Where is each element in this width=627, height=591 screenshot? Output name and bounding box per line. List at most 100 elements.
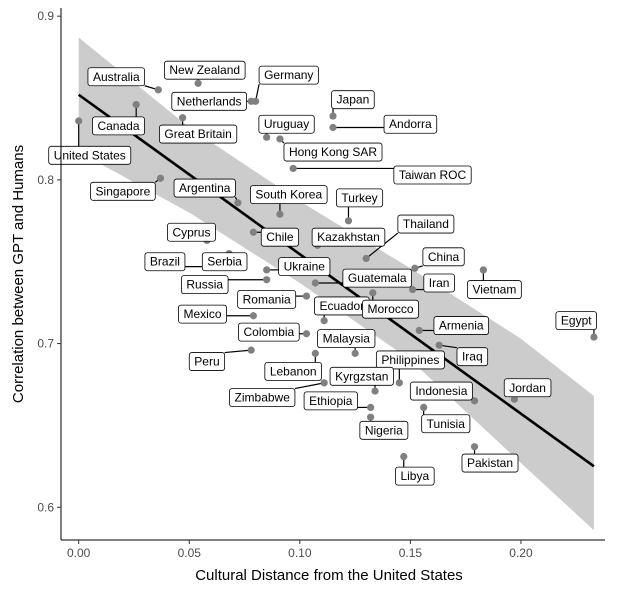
point-label-text: Kyrgzstan [335,369,388,383]
point-label-box [359,420,409,440]
data-point [234,199,242,207]
point-label: Ethiopia [303,391,358,411]
regression-line-layer [77,93,595,468]
point-label-box [423,273,455,293]
data-point [400,452,408,461]
point-label: Nigeria [359,420,409,440]
point-label-box [456,347,489,367]
point-label-text: Guatemala [348,271,407,285]
y-tick-label: 0.9 [37,9,54,23]
data-point [302,330,311,338]
point-label-box [383,114,438,134]
point-label: Taiwan ROC [393,165,472,185]
data-point [320,317,328,325]
point-label-box [329,366,394,386]
point-label-box [461,453,519,473]
data-point [371,387,379,395]
data-point [263,266,271,274]
point-label-text: China [428,250,460,264]
data-point [411,264,419,272]
x-tick-label: 0.00 [67,546,91,560]
point-label-text: Chile [266,230,294,244]
point-label: Turkey [336,188,384,208]
point-label-box [180,275,229,295]
point-label-text: Mexico [184,307,222,321]
point-label: Singapore [90,181,156,201]
point-label-text: South Korea [255,188,322,202]
point-label-text: Tunisia [427,417,466,431]
point-label-box [503,378,552,398]
y-tick-label: 0.7 [37,337,54,351]
point-label-box [467,280,522,299]
point-label-text: Ukraine [284,260,326,274]
point-label-box [278,257,331,277]
point-label-box [229,388,296,407]
data-point [302,292,311,300]
point-label: Pakistan [461,453,519,473]
point-label: Philippines [375,350,445,370]
y-axis-title: Correlation between GPT and Humans [10,145,27,403]
point-label: Vietnam [467,280,522,299]
point-label-box [303,391,358,411]
point-label-box [238,322,300,342]
point-label: Jordan [503,378,552,398]
point-label-box [258,65,319,85]
data-point [249,312,257,320]
data-point [590,333,598,341]
x-axis-title: Cultural Distance from the United States [195,567,463,584]
point-label-text: Armenia [439,319,484,333]
point-label-text: Philippines [381,353,439,367]
point-label-box [342,268,412,288]
point-label-text: Great Britain [164,127,231,141]
point-label: Kazakhstan [311,227,386,247]
point-label-layer: United States Canada Australia New Zealand G… [48,60,597,486]
x-tick-label: 0.05 [178,546,202,560]
x-tick-label: 0.15 [399,546,423,560]
point-label: United States [48,145,132,165]
point-label-box [283,142,383,162]
point-label: Malaysia [317,329,376,349]
point-label: Mexico [178,304,227,324]
data-point [369,289,377,297]
data-point [351,349,359,357]
point-label: Hong Kong SAR [283,142,383,162]
point-label-text: Argentina [179,181,231,195]
point-label: Zimbabwe [229,388,296,407]
point-label-box [260,227,300,247]
point-label-text: Iran [429,276,450,290]
point-label: Ukraine [278,257,331,277]
data-point [194,79,202,87]
data-point-layer [75,79,598,461]
point-label-text: United States [54,148,126,162]
data-point [132,100,140,109]
data-point [247,346,255,354]
data-point [395,379,403,387]
point-label-box [555,311,597,331]
point-label-box [311,227,386,247]
point-label-text: Canada [97,119,139,133]
point-label-box [362,299,419,319]
data-point [420,403,428,412]
data-point [415,326,423,335]
point-label-text: Romania [243,292,291,306]
point-label: Russia [180,275,229,295]
data-point [470,397,479,405]
point-label-box [144,252,186,272]
y-tick-label: 0.6 [37,500,54,514]
point-label-box [167,222,216,242]
point-label: Germany [258,65,319,85]
point-label-text: Germany [264,68,313,82]
data-point [320,379,328,387]
data-point [156,174,165,182]
point-label-box [397,214,455,234]
data-point [263,133,271,141]
point-label: Andorra [383,114,438,134]
point-label: New Zealand [163,60,246,80]
regression-line [77,93,595,468]
x-tick-label: 0.20 [509,546,533,560]
point-label-text: Vietnam [473,283,517,297]
data-point [263,276,271,284]
confidence-band [78,37,594,531]
point-label: Morocco [362,299,419,319]
